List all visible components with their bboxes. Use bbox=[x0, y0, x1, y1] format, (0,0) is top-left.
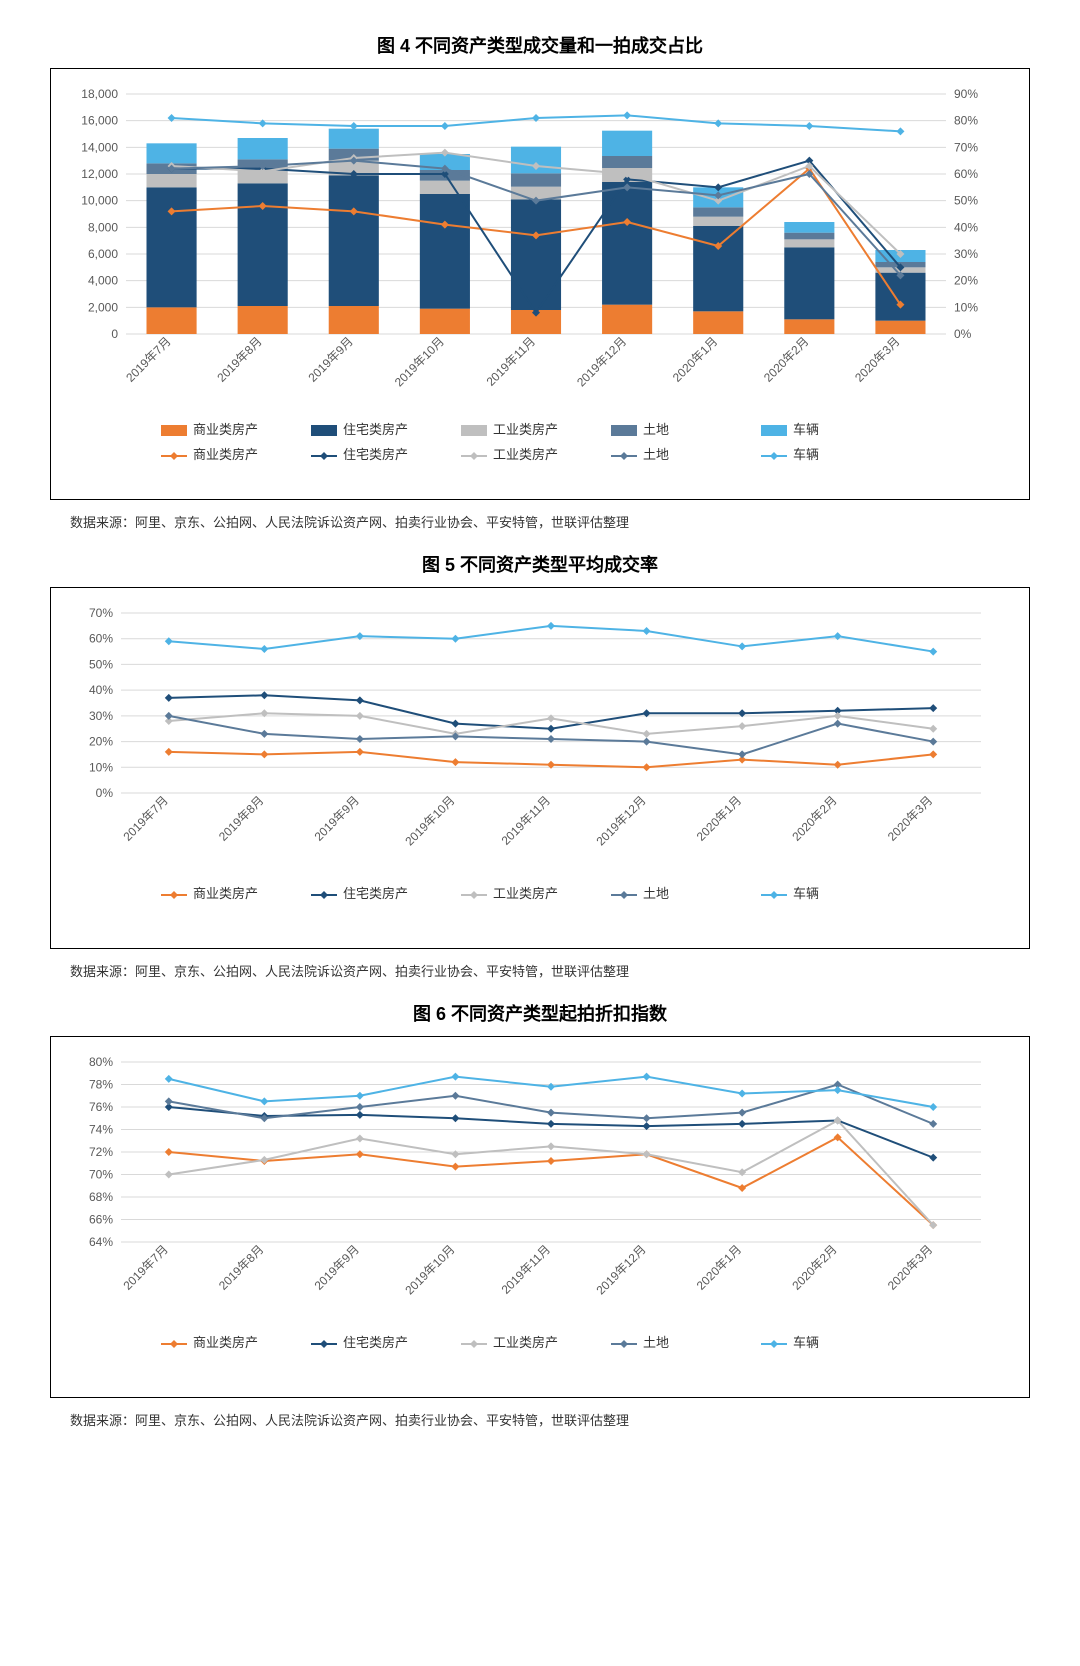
svg-text:0%: 0% bbox=[96, 786, 114, 800]
svg-text:车辆: 车辆 bbox=[793, 1335, 819, 1350]
svg-text:2019年10月: 2019年10月 bbox=[392, 334, 447, 389]
chart4-svg: 0 2,000 4,000 6,000 8,000 10,000 12,000 14,000 1… bbox=[66, 84, 1006, 484]
svg-text:2020年2月: 2020年2月 bbox=[789, 1242, 839, 1292]
svg-text:10%: 10% bbox=[89, 760, 113, 774]
svg-text:50%: 50% bbox=[89, 657, 113, 671]
svg-text:工业类房产: 工业类房产 bbox=[493, 1335, 558, 1350]
svg-text:2019年12月: 2019年12月 bbox=[574, 334, 629, 389]
svg-text:2019年8月: 2019年8月 bbox=[216, 793, 266, 843]
svg-text:40%: 40% bbox=[954, 220, 978, 234]
svg-text:70%: 70% bbox=[89, 1168, 113, 1182]
svg-text:2019年9月: 2019年9月 bbox=[305, 334, 355, 384]
chart4-source: 数据来源：阿里、京东、公拍网、人民法院诉讼资产网、拍卖行业协会、平安特管，世联评… bbox=[70, 512, 1030, 531]
svg-text:工业类房产: 工业类房产 bbox=[493, 886, 558, 901]
svg-text:40%: 40% bbox=[89, 683, 113, 697]
svg-text:76%: 76% bbox=[89, 1100, 113, 1114]
svg-text:80%: 80% bbox=[89, 1055, 113, 1069]
svg-text:2019年10月: 2019年10月 bbox=[402, 1242, 457, 1297]
svg-text:商业类房产: 商业类房产 bbox=[193, 422, 258, 437]
svg-text:住宅类房产: 住宅类房产 bbox=[343, 447, 408, 462]
svg-text:工业类房产: 工业类房产 bbox=[493, 422, 558, 437]
svg-text:住宅类房产: 住宅类房产 bbox=[343, 886, 408, 901]
svg-text:商业类房产: 商业类房产 bbox=[193, 1335, 258, 1350]
svg-text:90%: 90% bbox=[954, 87, 978, 101]
svg-text:车辆: 车辆 bbox=[793, 447, 819, 462]
svg-text:50%: 50% bbox=[954, 194, 978, 208]
svg-text:2020年3月: 2020年3月 bbox=[885, 1242, 935, 1292]
svg-text:80%: 80% bbox=[954, 114, 978, 128]
svg-text:2019年12月: 2019年12月 bbox=[593, 1242, 648, 1297]
svg-text:2019年11月: 2019年11月 bbox=[484, 334, 539, 389]
svg-text:2,000: 2,000 bbox=[88, 300, 118, 314]
svg-text:车辆: 车辆 bbox=[793, 422, 819, 437]
svg-text:8,000: 8,000 bbox=[88, 220, 118, 234]
svg-text:土地: 土地 bbox=[643, 1335, 669, 1350]
svg-text:10,000: 10,000 bbox=[81, 194, 118, 208]
svg-text:车辆: 车辆 bbox=[793, 886, 819, 901]
svg-text:2020年1月: 2020年1月 bbox=[694, 1242, 744, 1292]
svg-text:2020年3月: 2020年3月 bbox=[852, 334, 902, 384]
svg-text:14,000: 14,000 bbox=[81, 140, 118, 154]
svg-text:74%: 74% bbox=[89, 1123, 113, 1137]
svg-text:12,000: 12,000 bbox=[81, 167, 118, 181]
chart6-box: 64% 66% 68% 70% 72% 74% 76% 78% 80% 2019年7月 2019年8… bbox=[50, 1036, 1030, 1398]
svg-text:20%: 20% bbox=[954, 274, 978, 288]
svg-text:6,000: 6,000 bbox=[88, 247, 118, 261]
svg-text:住宅类房产: 住宅类房产 bbox=[343, 1335, 408, 1350]
svg-text:2020年2月: 2020年2月 bbox=[761, 334, 811, 384]
chart4-box: 0 2,000 4,000 6,000 8,000 10,000 12,000 14,000 1… bbox=[50, 68, 1030, 500]
svg-text:2019年8月: 2019年8月 bbox=[216, 1242, 266, 1292]
svg-text:0%: 0% bbox=[954, 327, 972, 341]
svg-text:30%: 30% bbox=[954, 247, 978, 261]
svg-text:土地: 土地 bbox=[643, 422, 669, 437]
svg-text:土地: 土地 bbox=[643, 886, 669, 901]
svg-text:68%: 68% bbox=[89, 1190, 113, 1204]
svg-text:2019年9月: 2019年9月 bbox=[312, 793, 362, 843]
chart5-box: 0% 10% 20% 30% 40% 50% 60% 70% 2019年7月 2019年8月 201… bbox=[50, 587, 1030, 949]
svg-text:2019年11月: 2019年11月 bbox=[499, 1242, 554, 1297]
chart4-title: 图 4 不同资产类型成交量和一拍成交占比 bbox=[50, 32, 1030, 58]
svg-text:2019年7月: 2019年7月 bbox=[120, 793, 170, 843]
svg-text:2019年12月: 2019年12月 bbox=[593, 793, 648, 848]
svg-text:0: 0 bbox=[111, 327, 118, 341]
svg-text:商业类房产: 商业类房产 bbox=[193, 447, 258, 462]
chart6-title: 图 6 不同资产类型起拍折扣指数 bbox=[50, 1000, 1030, 1026]
chart6-svg: 64% 66% 68% 70% 72% 74% 76% 78% 80% 2019年7月 2019年8… bbox=[66, 1052, 1006, 1382]
svg-text:4,000: 4,000 bbox=[88, 274, 118, 288]
svg-text:2019年7月: 2019年7月 bbox=[120, 1242, 170, 1292]
svg-text:72%: 72% bbox=[89, 1145, 113, 1159]
svg-text:16,000: 16,000 bbox=[81, 114, 118, 128]
svg-text:30%: 30% bbox=[89, 709, 113, 723]
svg-text:64%: 64% bbox=[89, 1235, 113, 1249]
svg-text:78%: 78% bbox=[89, 1078, 113, 1092]
svg-text:商业类房产: 商业类房产 bbox=[193, 886, 258, 901]
svg-text:住宅类房产: 住宅类房产 bbox=[343, 422, 408, 437]
svg-text:2019年7月: 2019年7月 bbox=[123, 334, 173, 384]
svg-text:工业类房产: 工业类房产 bbox=[493, 447, 558, 462]
svg-text:60%: 60% bbox=[89, 632, 113, 646]
svg-text:2020年1月: 2020年1月 bbox=[670, 334, 720, 384]
chart5-title: 图 5 不同资产类型平均成交率 bbox=[50, 551, 1030, 577]
svg-text:2020年3月: 2020年3月 bbox=[885, 793, 935, 843]
chart5-source: 数据来源：阿里、京东、公拍网、人民法院诉讼资产网、拍卖行业协会、平安特管，世联评… bbox=[70, 961, 1030, 980]
svg-text:土地: 土地 bbox=[643, 447, 669, 462]
svg-text:66%: 66% bbox=[89, 1213, 113, 1227]
svg-text:18,000: 18,000 bbox=[81, 87, 118, 101]
svg-text:70%: 70% bbox=[89, 606, 113, 620]
svg-text:20%: 20% bbox=[89, 735, 113, 749]
chart5-svg: 0% 10% 20% 30% 40% 50% 60% 70% 2019年7月 2019年8月 201… bbox=[66, 603, 1006, 933]
chart6-source: 数据来源：阿里、京东、公拍网、人民法院诉讼资产网、拍卖行业协会、平安特管，世联评… bbox=[70, 1410, 1030, 1429]
svg-text:60%: 60% bbox=[954, 167, 978, 181]
svg-text:2019年8月: 2019年8月 bbox=[214, 334, 264, 384]
svg-text:70%: 70% bbox=[954, 140, 978, 154]
svg-text:2019年11月: 2019年11月 bbox=[499, 793, 554, 848]
svg-text:2020年2月: 2020年2月 bbox=[789, 793, 839, 843]
svg-text:10%: 10% bbox=[954, 300, 978, 314]
svg-text:2020年1月: 2020年1月 bbox=[694, 793, 744, 843]
svg-text:2019年10月: 2019年10月 bbox=[402, 793, 457, 848]
svg-text:2019年9月: 2019年9月 bbox=[312, 1242, 362, 1292]
